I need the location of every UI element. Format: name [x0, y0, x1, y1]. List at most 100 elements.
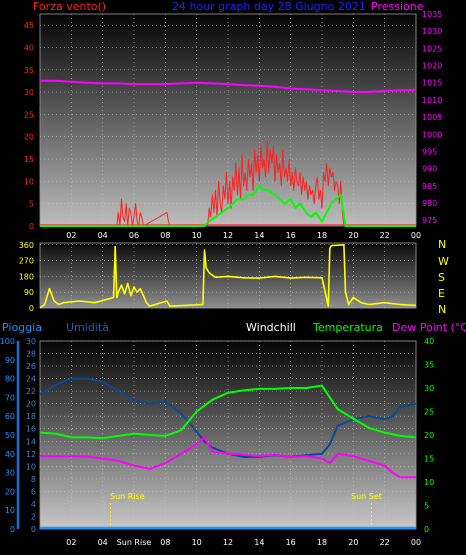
- temp-tick-35: 35: [424, 361, 434, 370]
- p2-frame: [39, 242, 417, 309]
- p1-xtick-06: 06: [129, 231, 139, 240]
- temp-tick-20: 20: [424, 431, 434, 440]
- dir-tick-180: 180: [19, 272, 34, 281]
- p1-xtick-20: 20: [348, 231, 358, 240]
- humidity-tick-28: 28: [26, 350, 36, 359]
- temp-tick-0: 0: [424, 525, 429, 534]
- pressure-tick-1015: 1015: [422, 79, 442, 88]
- p3-xtick-10: 22: [380, 538, 390, 547]
- dir-tick-0: 0: [29, 304, 34, 313]
- p1-xtick-02: 02: [66, 231, 76, 240]
- temperature-series-line: [39, 384, 417, 440]
- rain-tick-90: 90: [5, 356, 15, 365]
- compass-w: W: [438, 255, 449, 268]
- wind-series-line: [116, 140, 346, 227]
- wind-tick-15: 15: [24, 155, 34, 164]
- p3-xtick-7: 16: [286, 538, 296, 547]
- dir-tick-360: 360: [19, 241, 34, 250]
- p3-xtick-11: 00: [411, 538, 421, 547]
- rain-tick-50: 50: [5, 431, 15, 440]
- temp-tick-40: 40: [424, 337, 434, 346]
- sun-rise-label: Sun Rise: [110, 492, 145, 501]
- p3-xtick-4: 10: [192, 538, 202, 547]
- series-group: [39, 79, 417, 530]
- p1-xtick-10: 10: [192, 231, 202, 240]
- gust-series-line: [40, 184, 416, 227]
- pressure-tick-975: 975: [422, 216, 437, 225]
- wind-tick-5: 5: [29, 200, 34, 209]
- rain-tick-20: 20: [5, 487, 15, 496]
- humidity-tick-30: 30: [26, 337, 36, 346]
- p3-xtick-0: 02: [66, 538, 76, 547]
- rain-tick-60: 60: [5, 412, 15, 421]
- rain-tick-100: 100: [0, 337, 15, 346]
- temp-tick-10: 10: [424, 478, 434, 487]
- p1-xtick-16: 16: [286, 231, 296, 240]
- wind-tick-30: 30: [24, 88, 34, 97]
- humidity-tick-24: 24: [26, 375, 36, 384]
- pressure-tick-995: 995: [422, 147, 437, 156]
- p3-xtick-8: 18: [317, 538, 327, 547]
- direction-series-line: [39, 244, 417, 309]
- compass-e: E: [438, 287, 445, 300]
- p1-frame: [39, 13, 417, 227]
- pressure-axis-title: Pressione: [371, 0, 424, 13]
- rain-tick-40: 40: [5, 450, 15, 459]
- temp-tick-5: 5: [424, 502, 429, 511]
- legend-windchill: Windchill: [246, 321, 296, 334]
- p1-xtick-00: 00: [411, 231, 421, 240]
- pressure-series-line: [40, 79, 416, 93]
- pressure-tick-1025: 1025: [422, 44, 442, 53]
- wind-tick-25: 25: [24, 110, 34, 119]
- pressure-tick-1005: 1005: [422, 113, 442, 122]
- wind-tick-20: 20: [24, 133, 34, 142]
- legend-dewpoint: Dew Point (°C): [392, 321, 466, 334]
- humidity-tick-18: 18: [26, 412, 36, 421]
- rain-tick-10: 10: [5, 506, 15, 515]
- humidity-tick-8: 8: [31, 475, 36, 484]
- rain-tick-70: 70: [5, 393, 15, 402]
- legend-humidity: Umidità: [66, 321, 109, 334]
- pressure-tick-980: 980: [422, 199, 437, 208]
- wind-tick-35: 35: [24, 66, 34, 75]
- humidity-tick-10: 10: [26, 462, 36, 471]
- humidity-tick-22: 22: [26, 387, 36, 396]
- wind-tick-45: 45: [24, 21, 34, 30]
- humidity-tick-6: 6: [31, 487, 36, 496]
- p1-xtick-04: 04: [98, 231, 108, 240]
- humidity-tick-12: 12: [26, 450, 36, 459]
- pressure-tick-985: 985: [422, 182, 437, 191]
- p3-xtick-3: 08: [160, 538, 170, 547]
- wind-tick-10: 10: [24, 177, 34, 186]
- pressure-tick-1020: 1020: [422, 62, 442, 71]
- temp-tick-15: 15: [424, 455, 434, 464]
- p1-xtick-18: 18: [317, 231, 327, 240]
- humidity-tick-4: 4: [31, 500, 36, 509]
- p1-xtick-14: 14: [254, 231, 264, 240]
- p3-xtick-1: 04: [98, 538, 108, 547]
- humidity-tick-0: 0: [31, 525, 36, 534]
- legend-temperature: Temperatura: [312, 321, 383, 334]
- rain-tick-80: 80: [5, 375, 15, 384]
- legend-rain: Pioggia: [2, 321, 42, 334]
- wind-axis-title: Forza vento(): [33, 0, 106, 13]
- chart-title: 24 hour graph day 28 Giugno 2021: [172, 0, 366, 13]
- wind-tick-40: 40: [24, 43, 34, 52]
- pressure-tick-1035: 1035: [422, 10, 442, 19]
- dir-tick-270: 270: [19, 257, 34, 266]
- p3-xtick-2: Sun Rise: [117, 538, 152, 547]
- humidity-tick-2: 2: [31, 512, 36, 521]
- p3-xtick-6: 14: [254, 538, 264, 547]
- pressure-tick-990: 990: [422, 165, 437, 174]
- p1-xtick-12: 12: [223, 231, 233, 240]
- humidity-tick-16: 16: [26, 425, 36, 434]
- compass-s: S: [438, 271, 445, 284]
- pressure-tick-1030: 1030: [422, 27, 442, 36]
- humidity-tick-26: 26: [26, 362, 36, 371]
- axes: 0510152025303540459759809859909951000100…: [0, 10, 442, 547]
- rain-tick-0: 0: [10, 525, 15, 534]
- dewpoint-series-line: [40, 436, 416, 479]
- p1-xtick-08: 08: [160, 231, 170, 240]
